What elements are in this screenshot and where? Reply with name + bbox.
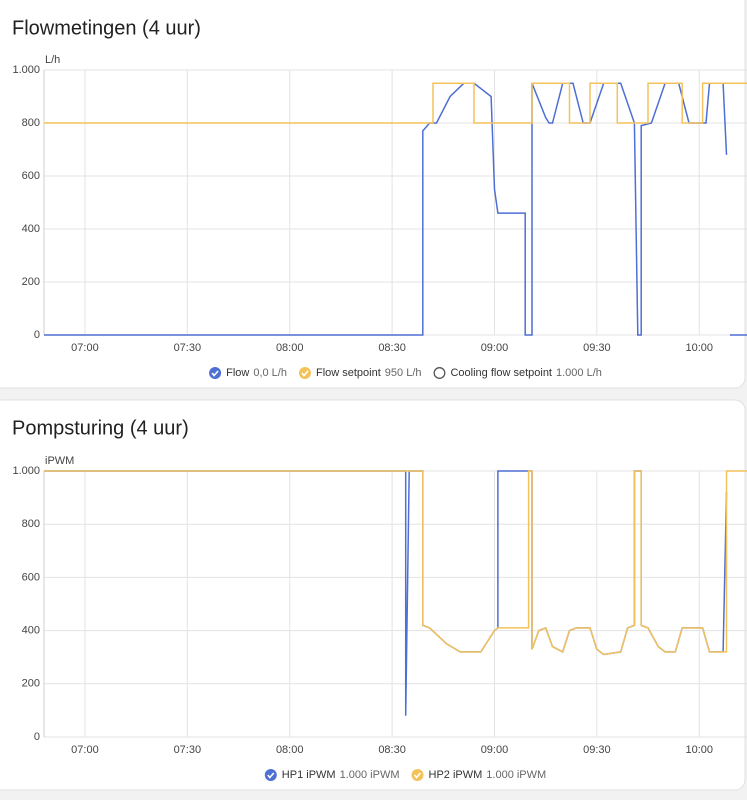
y-tick-label: 200 [22, 678, 40, 690]
legend-check [301, 370, 309, 377]
y-tick-label: 600 [22, 170, 40, 182]
card-title: Pompsturing (4 uur) [12, 417, 189, 439]
x-tick-label: 08:30 [378, 744, 406, 756]
legend-name: HP2 iPWM [429, 769, 483, 781]
y-axis-label: L/h [45, 54, 60, 66]
x-tick-label: 08:00 [276, 744, 304, 756]
card [0, 0, 746, 389]
legend-name: HP1 iPWM [282, 769, 336, 781]
y-tick-label: 200 [22, 276, 40, 288]
legend-name: Flow setpoint [316, 367, 381, 379]
y-tick-label: 400 [22, 223, 40, 235]
legend: Flow 0,0 L/h Flow setpoint 950 L/h Cooling f… [209, 367, 602, 379]
x-tick-label: 10:00 [685, 342, 713, 354]
legend-icon [411, 769, 424, 781]
legend-icon [264, 769, 277, 781]
y-tick-label: 0 [34, 731, 40, 743]
y-axis-label: iPWM [45, 455, 74, 467]
legend-value: 1.000 iPWM [486, 769, 546, 781]
y-tick-label: 400 [22, 625, 40, 637]
x-tick-label: 10:00 [685, 744, 713, 756]
series-line [44, 82, 747, 124]
legend-value: 950 L/h [385, 367, 422, 379]
legend-item[interactable]: HP1 iPWM 1.000 iPWM [264, 769, 400, 781]
y-tick-label: 1.000 [12, 465, 40, 477]
legend-value: 1.000 iPWM [340, 769, 400, 781]
legend-value: 0,0 L/h [253, 367, 287, 379]
y-tick-label: 800 [22, 117, 40, 129]
legend-item[interactable]: Cooling flow setpoint 1.000 L/h [433, 367, 602, 379]
y-tick-label: 1.000 [12, 64, 40, 76]
legend-icon [209, 367, 222, 379]
series-line [44, 470, 747, 656]
legend-name: Flow [226, 367, 249, 379]
y-tick-label: 0 [34, 329, 40, 341]
x-tick-label: 08:00 [276, 342, 304, 354]
legend-check [267, 772, 275, 779]
x-tick-label: 08:30 [378, 342, 406, 354]
legend-item[interactable]: Flow setpoint 950 L/h [298, 367, 422, 379]
x-tick-label: 09:00 [481, 342, 509, 354]
x-tick-label: 09:00 [481, 744, 509, 756]
y-tick-label: 800 [22, 518, 40, 530]
y-tick-label: 600 [22, 571, 40, 583]
x-tick-label: 07:00 [71, 744, 99, 756]
card [0, 399, 746, 791]
legend-value: 1.000 L/h [556, 367, 602, 379]
legend-check [211, 370, 219, 377]
legend-name: Cooling flow setpoint [450, 367, 552, 379]
x-tick-label: 07:00 [71, 342, 99, 354]
card-title: Flowmetingen (4 uur) [12, 17, 201, 39]
x-tick-label: 09:30 [583, 342, 611, 354]
legend-item[interactable]: HP2 iPWM 1.000 iPWM [411, 769, 547, 781]
legend: HP1 iPWM 1.000 iPWM HP2 iPWM 1.000 iPWM [264, 769, 547, 781]
legend-item[interactable]: Flow 0,0 L/h [209, 367, 287, 379]
x-tick-label: 07:30 [174, 342, 202, 354]
legend-check [413, 772, 422, 779]
legend-icon [433, 367, 446, 379]
legend-icon [298, 367, 311, 379]
x-tick-label: 07:30 [174, 744, 202, 756]
x-tick-label: 09:30 [583, 744, 611, 756]
